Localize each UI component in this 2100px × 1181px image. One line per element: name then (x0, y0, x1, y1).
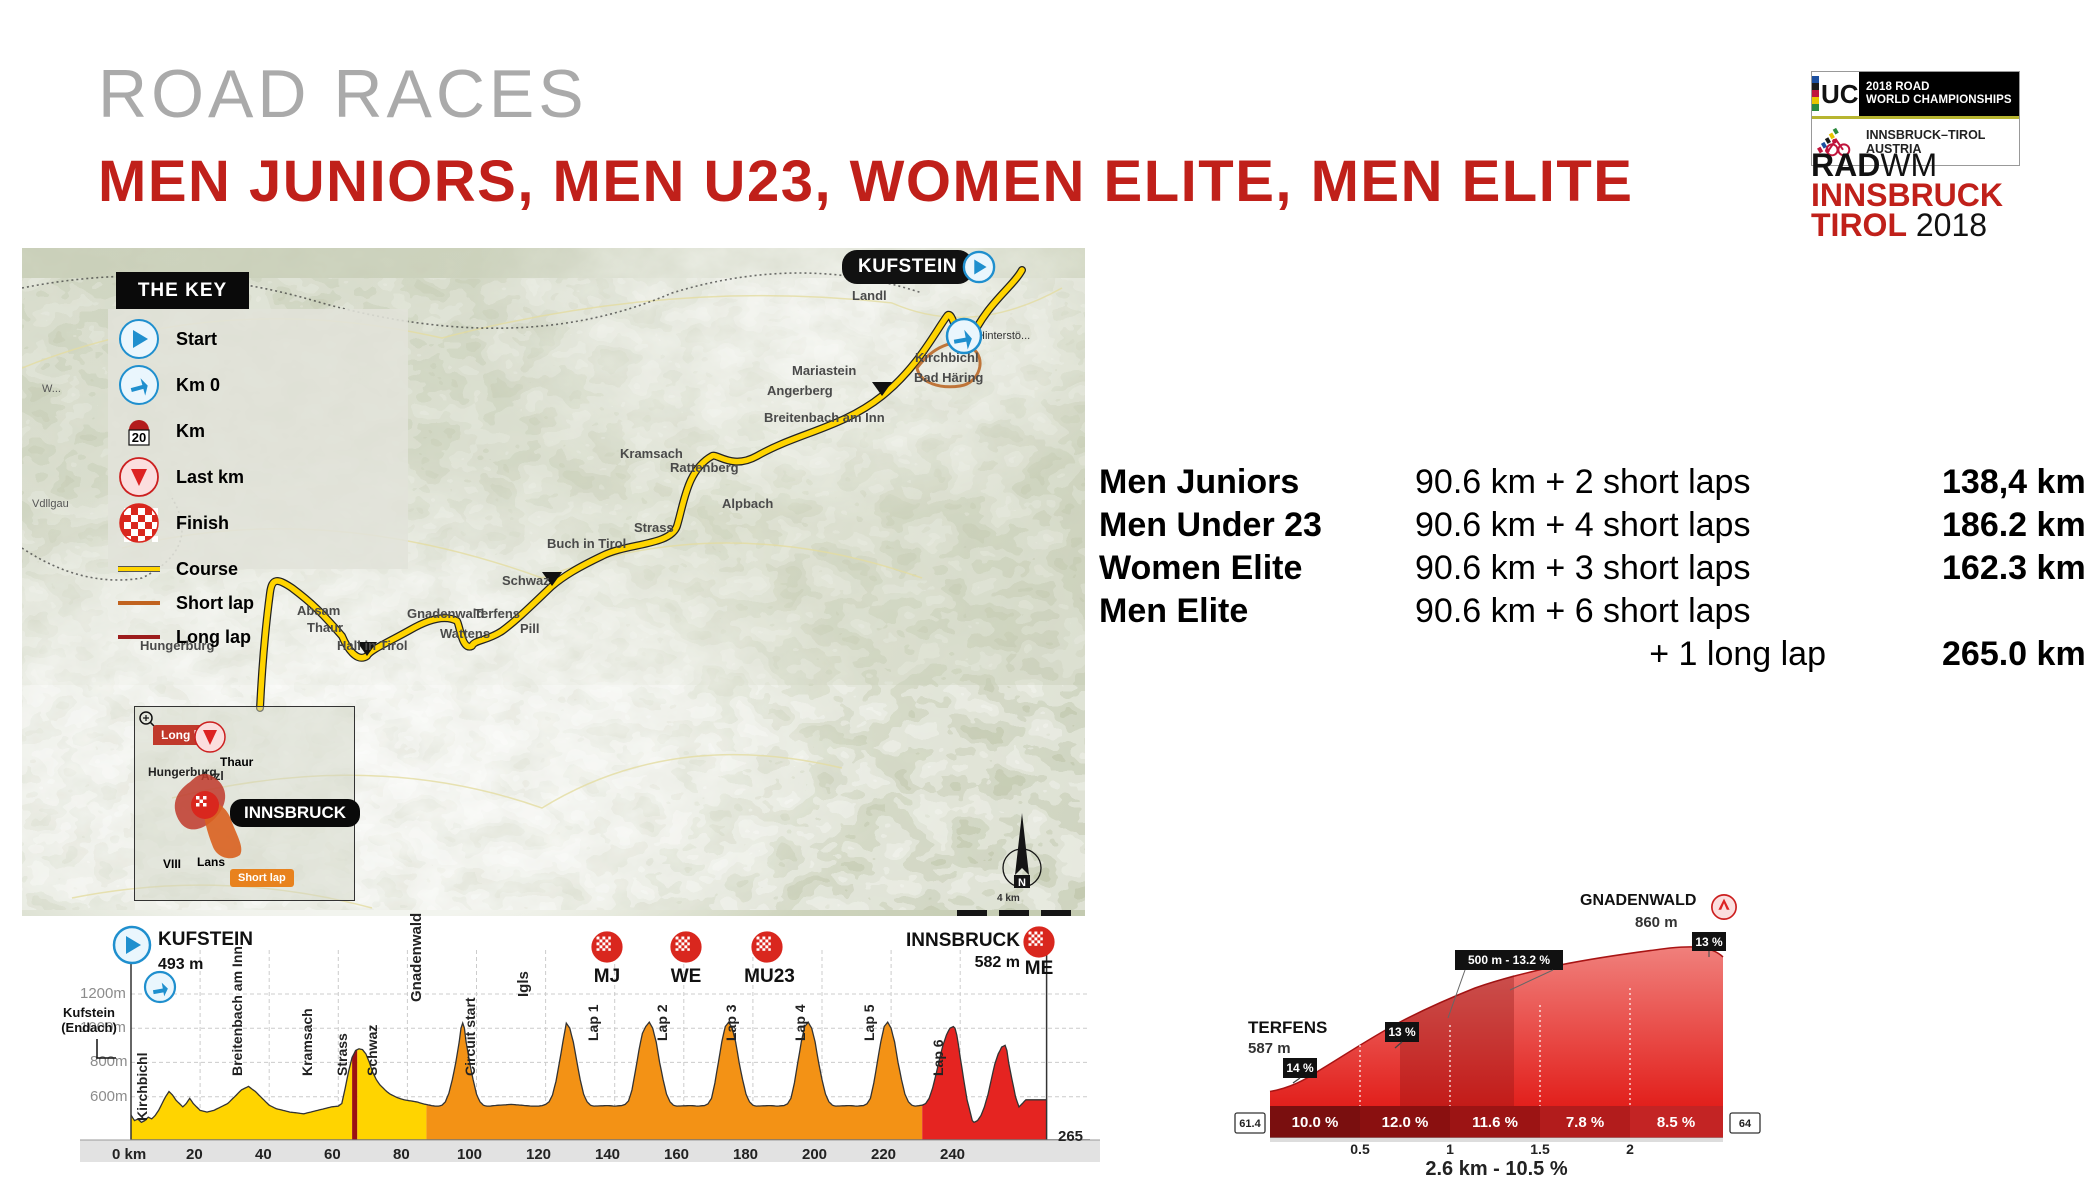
svg-text:2: 2 (1626, 1141, 1634, 1157)
svg-text:10.0 %: 10.0 % (1292, 1114, 1339, 1131)
svg-text:N: N (1018, 877, 1026, 889)
svg-text:500 m - 13.2 %: 500 m - 13.2 % (1468, 953, 1550, 967)
svg-text:1: 1 (1446, 1141, 1454, 1157)
svg-text:14 %: 14 % (1286, 1061, 1314, 1075)
svg-text:7.8 %: 7.8 % (1566, 1114, 1604, 1131)
svg-text:20: 20 (132, 430, 146, 445)
svg-text:0.5: 0.5 (1350, 1141, 1370, 1157)
svg-text:12.0 %: 12.0 % (1382, 1114, 1429, 1131)
svg-text:61.4: 61.4 (1239, 1118, 1261, 1130)
svg-text:13 %: 13 % (1695, 935, 1723, 949)
svg-text:13 %: 13 % (1388, 1025, 1416, 1039)
svg-text:1.5: 1.5 (1530, 1141, 1550, 1157)
svg-text:8.5 %: 8.5 % (1657, 1114, 1695, 1131)
svg-text:UCI: UCI (1821, 79, 1859, 109)
svg-text:11.6 %: 11.6 % (1472, 1114, 1518, 1131)
svg-text:64: 64 (1739, 1118, 1752, 1130)
